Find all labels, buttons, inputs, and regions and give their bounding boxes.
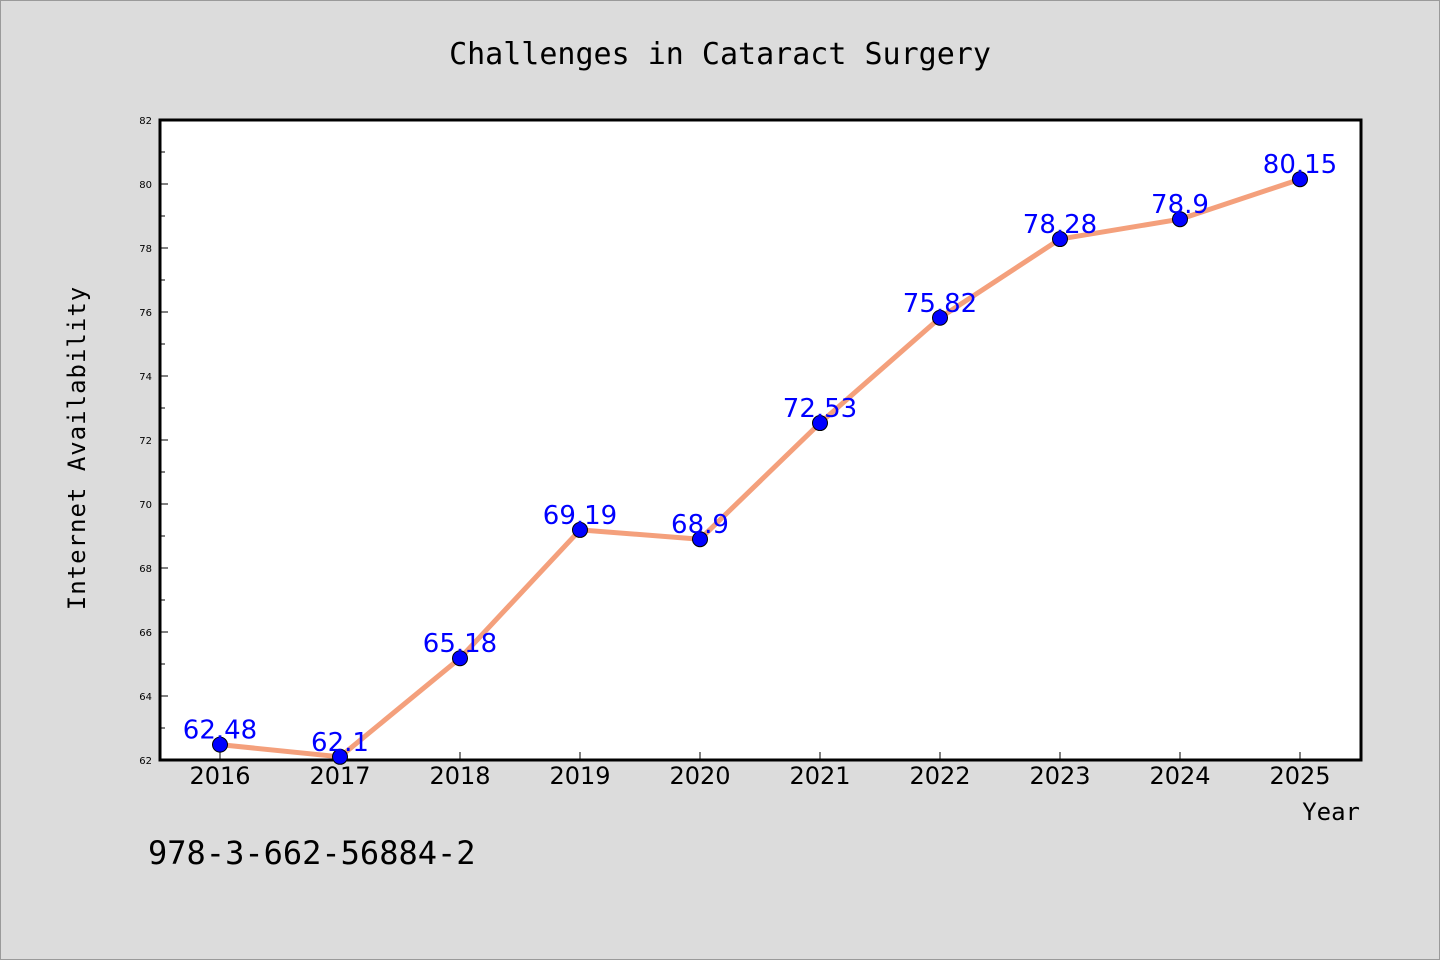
data-point — [1292, 171, 1308, 188]
y-tick-label: 68 — [139, 564, 152, 575]
data-label: 68.9 — [671, 510, 729, 540]
data-point — [452, 650, 468, 667]
x-tick-label: 2024 — [1149, 762, 1210, 790]
isbn-note: 978-3-662-56884-2 — [148, 834, 476, 872]
data-label: 75.82 — [903, 289, 977, 319]
x-tick-label: 2016 — [189, 762, 250, 790]
data-label: 80.15 — [1263, 150, 1337, 180]
data-point — [932, 309, 948, 326]
y-tick-label: 80 — [139, 180, 152, 191]
data-point — [1052, 231, 1068, 248]
data-point — [1172, 211, 1188, 228]
y-tick-label: 64 — [139, 692, 152, 703]
x-tick-label: 2018 — [429, 762, 490, 790]
y-tick-label: 74 — [139, 372, 152, 383]
y-tick-label: 76 — [139, 308, 152, 319]
data-point — [692, 531, 708, 548]
data-point — [572, 521, 588, 538]
data-point — [212, 736, 228, 753]
y-tick-label: 72 — [139, 436, 152, 447]
chart-title: Challenges in Cataract Surgery — [449, 37, 991, 72]
data-labels: 62.48 62.1 65.18 69.19 68.9 72.53 75.82 78.28 78… — [183, 150, 1337, 758]
x-tick-label: 2025 — [1269, 762, 1330, 790]
x-tick-label: 2017 — [309, 762, 370, 790]
series-line — [219, 176, 1301, 760]
x-tick-label: 2022 — [909, 762, 970, 790]
data-label: 78.9 — [1151, 190, 1209, 220]
y-tick-label: 78 — [139, 244, 152, 255]
data-point — [332, 748, 348, 765]
x-axis-ticks: 2016 2017 2018 2019 2020 2021 2022 2023 2024 2025 — [189, 752, 1331, 790]
y-tick-label: 82 — [139, 116, 152, 127]
data-label: 62.48 — [183, 716, 257, 746]
plot-area — [158, 118, 1363, 762]
y-axis-label: Internet Availability — [63, 286, 91, 610]
data-label: 72.53 — [783, 394, 857, 424]
y-tick-label: 70 — [139, 500, 152, 511]
x-tick-label: 2021 — [789, 762, 850, 790]
x-tick-label: 2020 — [669, 762, 730, 790]
data-label: 65.18 — [423, 629, 497, 659]
data-label: 62.1 — [311, 728, 369, 758]
y-tick-label: 62 — [139, 756, 152, 767]
x-tick-label: 2019 — [549, 762, 610, 790]
x-axis-label: Year — [1302, 798, 1360, 826]
data-label: 78.28 — [1023, 210, 1097, 240]
x-tick-label: 2023 — [1029, 762, 1090, 790]
data-label: 69.19 — [543, 501, 617, 531]
data-markers — [212, 171, 1308, 765]
y-tick-label: 66 — [139, 628, 152, 639]
data-point — [812, 415, 828, 432]
y-axis-ticks: 62 64 66 68 70 72 74 76 78 80 82 — [139, 116, 168, 767]
